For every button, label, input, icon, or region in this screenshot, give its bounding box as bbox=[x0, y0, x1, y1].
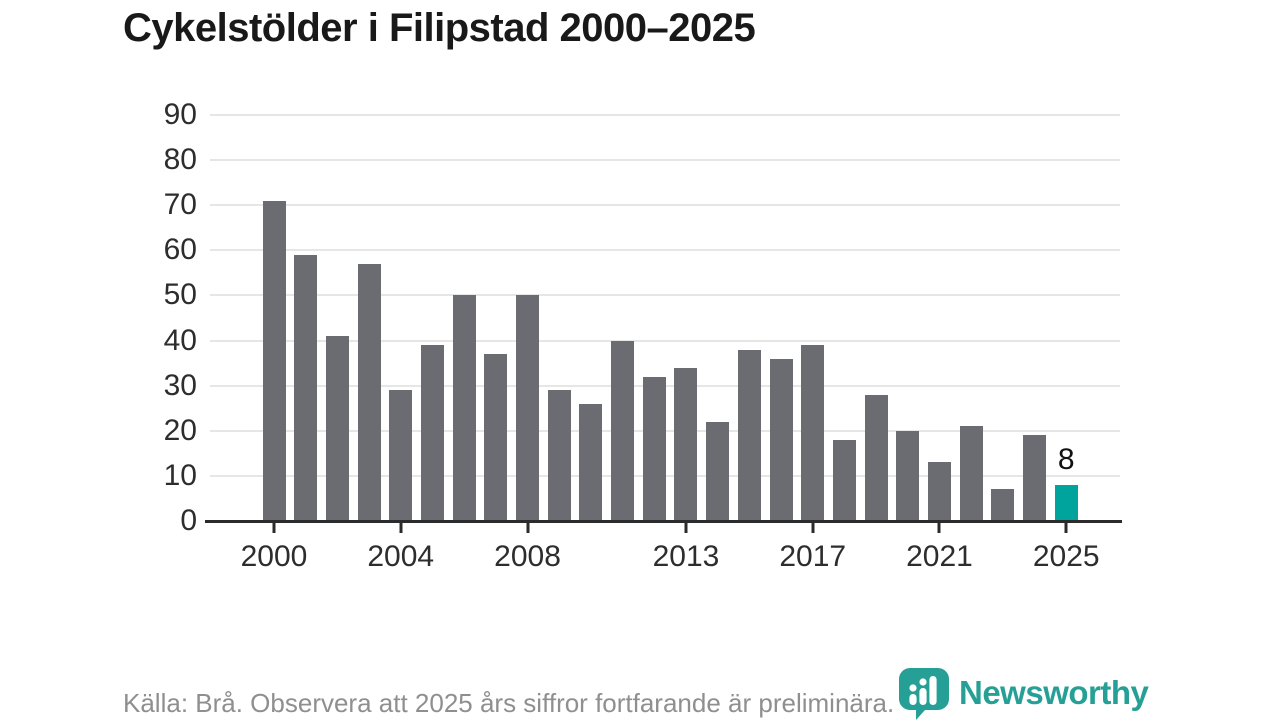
bar-2016 bbox=[769, 358, 793, 521]
bar-2012 bbox=[642, 376, 666, 521]
x-tick-2008 bbox=[526, 523, 530, 533]
y-tick-label-40: 40 bbox=[163, 323, 197, 357]
gridline-40 bbox=[210, 339, 1120, 342]
bar-2001 bbox=[294, 254, 318, 521]
newsworthy-speech-bubble-chart-icon bbox=[897, 666, 951, 720]
newsworthy-logo[interactable]: Newsworthy bbox=[897, 666, 1149, 720]
bar-2005 bbox=[420, 345, 444, 521]
gridline-60 bbox=[210, 249, 1120, 252]
x-tick-2000 bbox=[272, 523, 276, 533]
bar-2003 bbox=[357, 263, 381, 521]
x-tick-2025 bbox=[1064, 523, 1068, 533]
x-tick-2013 bbox=[684, 523, 688, 533]
bar-2000 bbox=[262, 200, 286, 521]
bar-2006 bbox=[452, 295, 476, 521]
bar-2010 bbox=[579, 403, 603, 521]
y-tick-label-50: 50 bbox=[163, 278, 197, 312]
gridline-90 bbox=[210, 114, 1120, 116]
bar-2019 bbox=[864, 394, 888, 521]
y-tick-label-80: 80 bbox=[163, 143, 197, 177]
x-tick-label-2008: 2008 bbox=[494, 540, 561, 573]
x-tick-label-2004: 2004 bbox=[367, 540, 435, 573]
x-tick-2017 bbox=[811, 523, 815, 533]
bar-2015 bbox=[737, 349, 761, 521]
bar-2007 bbox=[484, 354, 508, 521]
bar-2013 bbox=[674, 367, 698, 521]
y-tick-label-30: 30 bbox=[163, 368, 197, 402]
y-tick-label-70: 70 bbox=[163, 188, 197, 222]
gridline-50 bbox=[210, 294, 1120, 297]
bar-2018 bbox=[832, 439, 856, 521]
bar-2014 bbox=[706, 421, 730, 521]
chart-title: Cykelstölder i Filipstad 2000–2025 bbox=[123, 6, 756, 50]
x-tick-label-2013: 2013 bbox=[652, 540, 720, 573]
y-tick-label-90: 90 bbox=[163, 98, 197, 131]
bar-2023 bbox=[991, 489, 1015, 521]
x-tick-label-2000: 2000 bbox=[240, 540, 308, 573]
source-note: Källa: Brå. Observera att 2025 års siffr… bbox=[123, 688, 895, 718]
bar-2024 bbox=[1023, 435, 1047, 521]
bar-2002 bbox=[325, 336, 349, 521]
y-tick-label-0: 0 bbox=[180, 504, 197, 537]
gridline-80 bbox=[210, 159, 1120, 162]
x-tick-2021 bbox=[937, 523, 941, 533]
bar-2025 bbox=[1054, 484, 1078, 521]
x-tick-label-2017: 2017 bbox=[779, 540, 847, 573]
highlight-value-label: 8 bbox=[1057, 442, 1075, 476]
bar-2004 bbox=[389, 390, 413, 521]
bar-2022 bbox=[959, 426, 983, 521]
y-tick-label-20: 20 bbox=[163, 413, 197, 447]
bar-2008 bbox=[516, 295, 540, 521]
bar-2017 bbox=[801, 345, 825, 521]
bar-2011 bbox=[611, 340, 635, 521]
y-tick-label-60: 60 bbox=[163, 233, 197, 267]
bar-2009 bbox=[547, 390, 571, 521]
bar-2021 bbox=[927, 462, 951, 521]
newsworthy-logo-text: Newsworthy bbox=[959, 674, 1149, 711]
x-tick-label-2025: 2025 bbox=[1032, 540, 1100, 573]
x-axis-line bbox=[205, 520, 1122, 523]
y-tick-label-10: 10 bbox=[163, 458, 197, 492]
bar-2020 bbox=[896, 430, 920, 521]
gridline-70 bbox=[210, 204, 1120, 207]
x-tick-2004 bbox=[399, 523, 403, 533]
x-tick-label-2021: 2021 bbox=[906, 540, 973, 573]
